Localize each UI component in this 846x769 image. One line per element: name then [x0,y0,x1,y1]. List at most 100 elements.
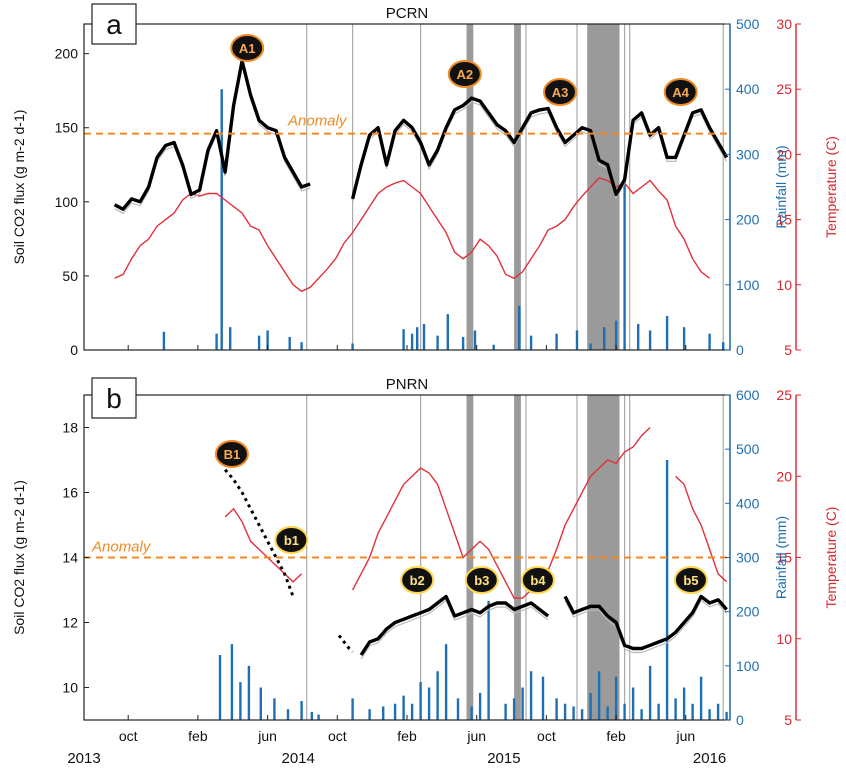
anomaly-label: Anomaly [91,539,152,556]
temperature-tick-label: 10 [776,277,792,293]
temperature-line [114,177,711,293]
rainfall-bar [266,330,269,350]
y-left-tick-label: 50 [62,268,78,284]
rainfall-bar [382,706,385,720]
rainfall-bar [419,682,422,720]
event-badge-label: A1 [239,41,256,56]
rainfall-bar [521,687,524,720]
rainfall-tick-label: 500 [736,441,760,457]
rainfall-tick-label: 100 [736,277,760,293]
rainfall-tick-label: 500 [736,16,760,32]
rainfall-bar [529,671,533,720]
y-left-tick-label: 14 [62,550,78,566]
temperature-tick-label: 15 [776,212,792,228]
rainfall-tick-label: 0 [736,712,744,728]
rainfall-bar [492,344,495,350]
rainfall-bar [470,706,473,720]
panel-a: Anomaly 0 50 100 150 200 0 100 200 300 400 500 5 10 15… [11,3,839,358]
x-month-label: jun [257,728,277,744]
rainfall-bar [614,320,618,350]
rainfall-bar [230,644,234,720]
temperature-axis-label: Temperature (C) [823,507,839,609]
y-left-tick-label: 10 [62,680,78,696]
panel-letter-box [91,3,137,45]
y-left-tick-label: 16 [62,485,78,501]
x-month-label: feb [606,728,626,744]
rainfall-tick-label: 600 [736,387,760,403]
event-badge-label: A3 [552,85,569,100]
rainfall-bar [665,460,669,720]
rainfall-bar [422,323,426,350]
rainfall-bar [648,665,652,720]
event-badge-label: b5 [683,573,698,588]
rainfall-bar [555,698,558,720]
rainfall-bar [575,330,579,350]
rainfall-bar [427,687,431,720]
rainfall-bar [220,89,223,350]
event-badge [274,526,309,554]
rainfall-bar [162,331,166,350]
x-month-label: jun [675,728,695,744]
panel-b: Anomaly 10 12 14 16 18 0 100 200 300 400 500 600 5 10 1… [11,376,839,728]
rainfall-bar [589,343,592,350]
event-badge-label: b2 [410,573,425,588]
flux-line [113,59,729,211]
shaded-period [466,24,474,350]
event-badge-label: A2 [456,67,473,82]
x-month-label: oct [328,728,347,744]
rainfall-bar [351,698,354,720]
rainfall-bar [555,333,558,350]
rainfall-bar [487,600,490,720]
x-month-label: oct [537,728,556,744]
rainfall-bar [682,327,686,350]
rainfall-tick-label: 300 [736,550,760,566]
temperature-tick-label: 25 [776,81,792,97]
temperature-tick-label: 15 [776,550,792,566]
rainfall-bar [716,703,720,720]
rainfall-bar [529,335,533,350]
rainfall-bar [682,687,686,720]
temperature-tick-label: 20 [776,146,792,162]
y-left-tick-label: 200 [55,46,79,62]
rainfall-bar [691,703,694,720]
rainfall-bar [218,655,222,720]
rainfall-bar [606,706,609,720]
rainfall-bar [640,709,643,720]
x-year-label: 2016 [693,750,726,767]
rainfall-bar [288,336,291,350]
rainfall-bar [300,342,303,350]
anomaly-label: Anomaly [287,113,348,130]
rainfall-bar [300,701,303,720]
event-badge-label: A4 [672,85,689,100]
flux-reference-line [360,599,728,660]
rainfall-bar [637,323,640,350]
temperature-tick-label: 30 [776,16,792,32]
event-badge [230,34,265,62]
rainfall-bar [259,687,262,720]
rainfall-bar [436,671,439,720]
event-badge [400,566,435,594]
event-badge [464,566,499,594]
temperature-tick-label: 5 [784,342,792,358]
panel-title: PNRN [386,376,429,393]
panel-title: PCRN [386,5,429,22]
flux-line [359,594,728,656]
rainfall-bar [444,644,448,720]
rainfall-bar [665,316,669,350]
rainfall-bar [725,711,728,720]
event-badge [673,566,708,594]
rainfall-tick-label: 400 [736,495,760,511]
rainfall-bar [239,682,242,720]
rainfall-bar [351,343,354,350]
rainfall-bar [589,692,592,720]
x-year-label: 2014 [282,750,315,767]
rainfall-bar [273,698,276,720]
rainfall-bar [699,676,703,720]
rainfall-tick-label: 0 [736,342,744,358]
temperature-axis-label: Temperature (C) [823,136,839,238]
rainfall-bar [461,336,465,350]
temperature-tick-label: 20 [776,468,792,484]
event-badge-label: b4 [530,573,546,588]
rainfall-bar [393,703,397,720]
